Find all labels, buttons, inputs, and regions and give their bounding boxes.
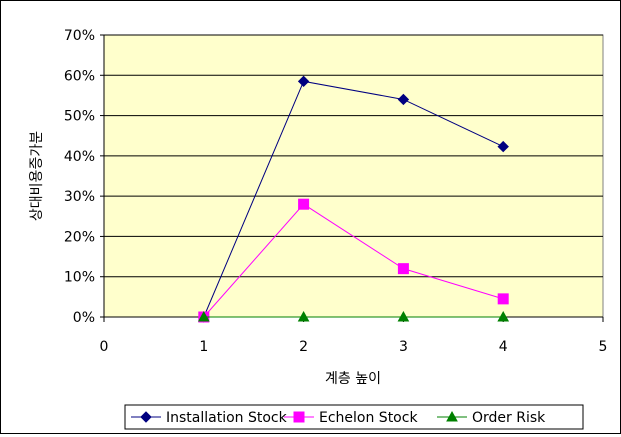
- gridlines: [104, 34, 603, 278]
- data-point-order-risk: [297, 310, 310, 322]
- y-tick-label: 30%: [64, 189, 95, 205]
- series-group: [197, 75, 510, 323]
- legend: Installation Stock Echelon Stock Order Ris…: [131, 410, 546, 426]
- y-tick-label: 70%: [64, 28, 95, 44]
- series-line-echelon-stock: [203, 203, 504, 318]
- legend-marker-order-risk: [446, 410, 458, 422]
- series-line-installation-stock: [203, 80, 504, 318]
- data-point-echelon-stock: [397, 263, 409, 275]
- legend-marker-installation-stock: [140, 411, 152, 423]
- legend-label-echelon-stock: Echelon Stock: [319, 410, 418, 426]
- y-tick-label: 60%: [64, 68, 95, 84]
- x-tick-label: 1: [199, 339, 208, 355]
- legend-marker-echelon-stock: [293, 411, 305, 423]
- data-point-order-risk: [397, 310, 410, 322]
- legend-box: [124, 404, 584, 430]
- data-point-installation-stock: [497, 140, 509, 153]
- data-point-echelon-stock: [497, 293, 509, 305]
- y-tick-label: 50%: [64, 109, 95, 125]
- y-tick-label: 0%: [73, 310, 95, 326]
- y-tick-label: 20%: [64, 229, 95, 245]
- data-point-order-risk: [197, 310, 210, 322]
- data-point-order-risk: [497, 310, 510, 322]
- x-tick-label: 0: [100, 339, 109, 355]
- x-axis-label: 계층 높이: [325, 371, 381, 387]
- y-axis-label: 상대비용증가분: [29, 131, 45, 221]
- legend-label-order-risk: Order Risk: [472, 410, 546, 426]
- y-tick-label: 10%: [64, 270, 95, 286]
- y-tick-label: 40%: [64, 149, 95, 165]
- x-tick-label: 5: [599, 339, 608, 355]
- data-point-installation-stock: [297, 75, 310, 88]
- data-point-installation-stock: [397, 93, 410, 106]
- legend-label-installation-stock: Installation Stock: [166, 410, 288, 426]
- x-tick-label: 3: [399, 339, 408, 355]
- x-tick-label: 2: [299, 339, 308, 355]
- plot-area: [103, 34, 604, 318]
- data-point-echelon-stock: [298, 198, 310, 210]
- x-tick-label: 4: [499, 339, 508, 355]
- y-axis-ticks: 0% 10% 20% 30% 40% 50% 60% 70%: [64, 28, 105, 326]
- x-axis-ticks: 0 1 2 3 4 5: [100, 316, 608, 355]
